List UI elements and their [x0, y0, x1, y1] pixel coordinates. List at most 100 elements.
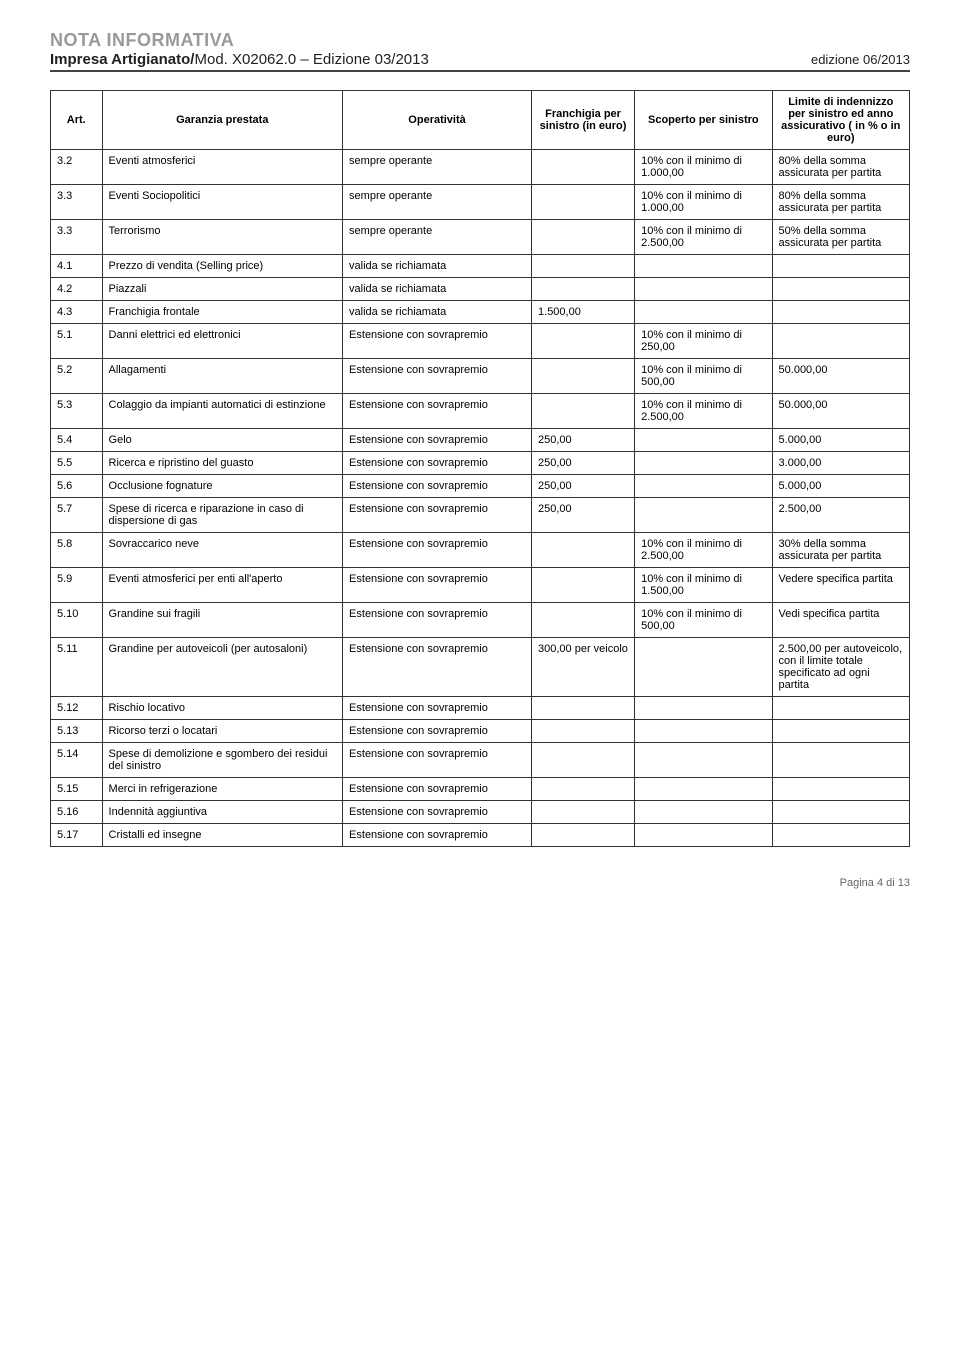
cell-art: 5.10	[51, 603, 103, 638]
cell-garanzia: Merci in refrigerazione	[102, 778, 343, 801]
cell-franchigia: 1.500,00	[532, 301, 635, 324]
cell-art: 5.9	[51, 568, 103, 603]
cell-franchigia: 250,00	[532, 498, 635, 533]
cell-franchigia	[532, 824, 635, 847]
cell-operativita: Estensione con sovrapremio	[343, 720, 532, 743]
cell-art: 5.11	[51, 638, 103, 697]
cell-franchigia	[532, 150, 635, 185]
cell-garanzia: Cristalli ed insegne	[102, 824, 343, 847]
cell-operativita: sempre operante	[343, 185, 532, 220]
cell-art: 4.2	[51, 278, 103, 301]
cell-operativita: Estensione con sovrapremio	[343, 452, 532, 475]
cell-art: 5.16	[51, 801, 103, 824]
table-row: 3.2Eventi atmosfericisempre operante10% …	[51, 150, 910, 185]
cell-operativita: Estensione con sovrapremio	[343, 568, 532, 603]
cell-franchigia	[532, 324, 635, 359]
title-line-2-row: Impresa Artigianato/Mod. X02062.0 – Ediz…	[50, 51, 910, 72]
cell-scoperto	[635, 255, 772, 278]
table-body: 3.2Eventi atmosfericisempre operante10% …	[51, 150, 910, 847]
cell-limite: 30% della somma assicurata per partita	[772, 533, 909, 568]
cell-garanzia: Allagamenti	[102, 359, 343, 394]
cell-limite: 3.000,00	[772, 452, 909, 475]
cell-franchigia: 250,00	[532, 475, 635, 498]
cell-operativita: Estensione con sovrapremio	[343, 498, 532, 533]
cell-limite	[772, 697, 909, 720]
cell-art: 3.2	[51, 150, 103, 185]
cell-art: 5.7	[51, 498, 103, 533]
cell-garanzia: Ricorso terzi o locatari	[102, 720, 343, 743]
cell-scoperto	[635, 824, 772, 847]
cell-operativita: valida se richiamata	[343, 278, 532, 301]
table-row: 5.1Danni elettrici ed elettroniciEstensi…	[51, 324, 910, 359]
cell-limite: 2.500,00	[772, 498, 909, 533]
table-row: 5.16Indennità aggiuntivaEstensione con s…	[51, 801, 910, 824]
cell-operativita: valida se richiamata	[343, 255, 532, 278]
table-row: 5.8Sovraccarico neveEstensione con sovra…	[51, 533, 910, 568]
cell-scoperto	[635, 720, 772, 743]
table-row: 5.17Cristalli ed insegneEstensione con s…	[51, 824, 910, 847]
cell-operativita: sempre operante	[343, 220, 532, 255]
cell-limite	[772, 778, 909, 801]
cell-garanzia: Sovraccarico neve	[102, 533, 343, 568]
col-operativita: Operatività	[343, 91, 532, 150]
table-row: 5.3Colaggio da impianti automatici di es…	[51, 394, 910, 429]
cell-limite: 2.500,00 per autoveicolo, con il limite …	[772, 638, 909, 697]
table-row: 5.5Ricerca e ripristino del guastoEstens…	[51, 452, 910, 475]
cell-art: 5.6	[51, 475, 103, 498]
edition-right: edizione 06/2013	[811, 52, 910, 67]
cell-operativita: Estensione con sovrapremio	[343, 603, 532, 638]
guarantees-table: Art. Garanzia prestata Operatività Franc…	[50, 90, 910, 847]
cell-limite: 50% della somma assicurata per partita	[772, 220, 909, 255]
cell-garanzia: Prezzo di vendita (Selling price)	[102, 255, 343, 278]
table-header-row: Art. Garanzia prestata Operatività Franc…	[51, 91, 910, 150]
cell-franchigia	[532, 255, 635, 278]
cell-franchigia	[532, 743, 635, 778]
cell-garanzia: Indennità aggiuntiva	[102, 801, 343, 824]
table-row: 5.9Eventi atmosferici per enti all'apert…	[51, 568, 910, 603]
cell-art: 5.14	[51, 743, 103, 778]
cell-garanzia: Terrorismo	[102, 220, 343, 255]
cell-limite: 50.000,00	[772, 359, 909, 394]
cell-franchigia: 300,00 per veicolo	[532, 638, 635, 697]
cell-scoperto	[635, 697, 772, 720]
cell-art: 5.3	[51, 394, 103, 429]
col-art: Art.	[51, 91, 103, 150]
cell-limite: Vedi specifica partita	[772, 603, 909, 638]
cell-limite	[772, 720, 909, 743]
cell-operativita: Estensione con sovrapremio	[343, 324, 532, 359]
cell-art: 5.12	[51, 697, 103, 720]
cell-art: 5.4	[51, 429, 103, 452]
cell-franchigia	[532, 568, 635, 603]
title-line-2: Impresa Artigianato/Mod. X02062.0 – Ediz…	[50, 51, 429, 68]
cell-limite: 5.000,00	[772, 475, 909, 498]
cell-garanzia: Occlusione fognature	[102, 475, 343, 498]
cell-art: 5.2	[51, 359, 103, 394]
cell-franchigia	[532, 359, 635, 394]
cell-operativita: Estensione con sovrapremio	[343, 359, 532, 394]
cell-art: 5.1	[51, 324, 103, 359]
cell-scoperto: 10% con il minimo di 1.000,00	[635, 185, 772, 220]
cell-scoperto	[635, 278, 772, 301]
cell-operativita: Estensione con sovrapremio	[343, 824, 532, 847]
cell-franchigia	[532, 220, 635, 255]
cell-limite: 5.000,00	[772, 429, 909, 452]
cell-operativita: Estensione con sovrapremio	[343, 533, 532, 568]
col-franchigia: Franchigia per sinistro (in euro)	[532, 91, 635, 150]
cell-scoperto: 10% con il minimo di 250,00	[635, 324, 772, 359]
cell-scoperto	[635, 498, 772, 533]
document-header: NOTA INFORMATIVA Impresa Artigianato/Mod…	[50, 30, 910, 72]
cell-garanzia: Eventi atmosferici per enti all'aperto	[102, 568, 343, 603]
cell-franchigia	[532, 278, 635, 301]
cell-scoperto: 10% con il minimo di 1.500,00	[635, 568, 772, 603]
cell-art: 5.13	[51, 720, 103, 743]
title-line-2-rest: Mod. X02062.0 – Edizione 03/2013	[194, 51, 428, 68]
table-row: 5.7Spese di ricerca e riparazione in cas…	[51, 498, 910, 533]
cell-franchigia: 250,00	[532, 429, 635, 452]
cell-garanzia: Grandine sui fragili	[102, 603, 343, 638]
cell-limite	[772, 255, 909, 278]
cell-limite: Vedere specifica partita	[772, 568, 909, 603]
cell-scoperto	[635, 638, 772, 697]
cell-operativita: Estensione con sovrapremio	[343, 394, 532, 429]
cell-scoperto: 10% con il minimo di 500,00	[635, 359, 772, 394]
cell-franchigia	[532, 778, 635, 801]
